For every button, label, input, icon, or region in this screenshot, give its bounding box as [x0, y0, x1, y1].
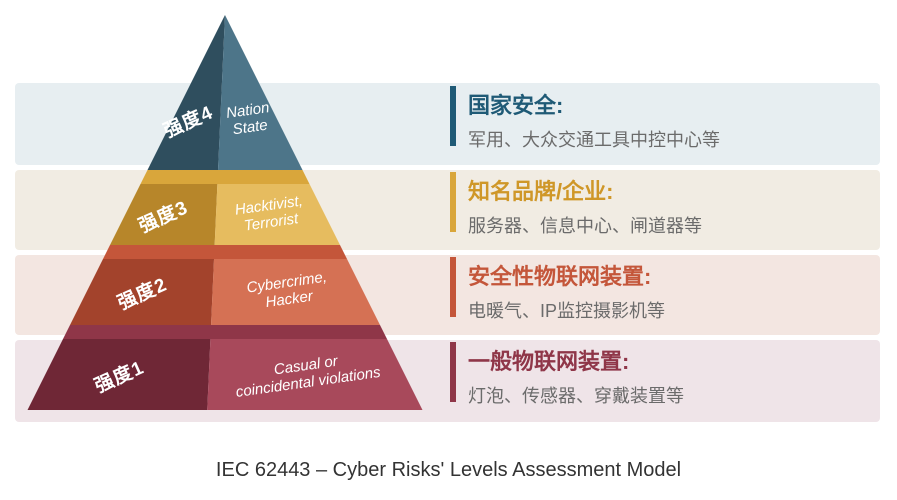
pyramid-tier-3-top	[141, 170, 310, 184]
legend-text-2: 安全性物联网装置: 电暖气、IP监控摄影机等	[468, 257, 665, 323]
diagram-canvas: 强度4Nation State强度3Hacktivist, Terrorist强…	[0, 0, 897, 500]
legend-text-4: 国家安全: 军用、大众交通工具中控中心等	[468, 86, 720, 152]
legend-title-2: 安全性物联网装置:	[468, 259, 665, 291]
pyramid-tier-4-left	[148, 15, 226, 170]
legend-title-3: 知名品牌/企业:	[468, 174, 702, 206]
legend-row-3: 知名品牌/企业: 服务器、信息中心、闸道器等	[450, 172, 702, 238]
legend-row-4: 国家安全: 军用、大众交通工具中控中心等	[450, 86, 720, 152]
pyramid-tier-1-top	[63, 325, 387, 339]
legend-bar-3	[450, 172, 456, 232]
legend-title-4: 国家安全:	[468, 88, 720, 120]
caption: IEC 62443 – Cyber Risks' Levels Assessme…	[0, 459, 897, 482]
legend-row-1: 一般物联网装置: 灯泡、传感器、穿戴装置等	[450, 342, 684, 408]
legend-text-3: 知名品牌/企业: 服务器、信息中心、闸道器等	[468, 172, 702, 238]
pyramid-tier-2-top	[103, 245, 347, 259]
legend-row-2: 安全性物联网装置: 电暖气、IP监控摄影机等	[450, 257, 665, 323]
legend-bar-4	[450, 86, 456, 146]
legend-desc-2: 电暖气、IP监控摄影机等	[468, 297, 665, 323]
pyramid: 强度4Nation State强度3Hacktivist, Terrorist强…	[20, 15, 430, 425]
legend-desc-4: 军用、大众交通工具中控中心等	[468, 126, 720, 152]
legend-desc-3: 服务器、信息中心、闸道器等	[468, 212, 702, 238]
legend-text-1: 一般物联网装置: 灯泡、传感器、穿戴装置等	[468, 342, 684, 408]
pyramid-tier-4-right	[218, 15, 302, 170]
legend-title-1: 一般物联网装置:	[468, 344, 684, 376]
legend-bar-1	[450, 342, 456, 402]
legend-bar-2	[450, 257, 456, 317]
legend-desc-1: 灯泡、传感器、穿戴装置等	[468, 382, 684, 408]
